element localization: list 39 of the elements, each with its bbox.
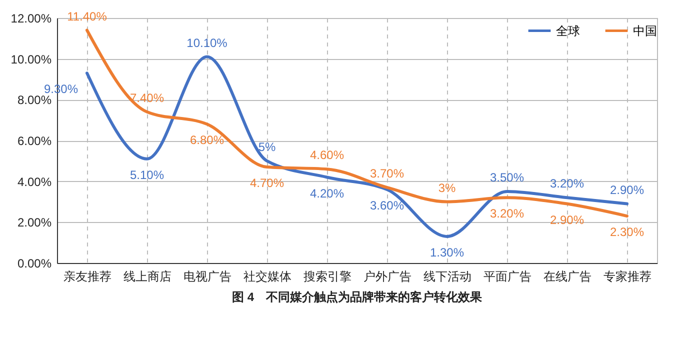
data-label: 2.30% [610, 225, 644, 240]
data-label: 10.10% [186, 36, 228, 50]
data-label: 3.20% [490, 206, 524, 221]
x-tick-label: 社交媒体 [244, 270, 292, 284]
data-label: 3.60% [370, 198, 404, 212]
data-label: 3.50% [490, 170, 524, 185]
x-tick-label: 在线广告 [544, 270, 592, 284]
x-tick-label: 电视广告 [184, 270, 232, 284]
data-label: 4.20% [310, 186, 344, 200]
y-tick-label: 4.00% [17, 174, 52, 189]
y-tick-label: 8.00% [17, 93, 52, 108]
data-label: 4.60% [310, 148, 344, 162]
x-tick-label: 搜索引擎 [304, 270, 352, 284]
data-label: 2.90% [610, 182, 644, 197]
data-label: 1.30% [430, 245, 464, 260]
data-label: 11.40% [67, 9, 108, 24]
data-label: 6.80% [190, 133, 224, 148]
data-label: 5.10% [130, 168, 164, 182]
y-tick-label: 10.00% [10, 52, 52, 66]
data-label: 2.90% [550, 212, 584, 227]
x-tick-label: 亲友推荐 [64, 270, 112, 284]
y-tick-label: 12.00% [10, 12, 52, 26]
x-tick-label: 户外广告 [364, 270, 412, 284]
data-label: 3% [438, 180, 456, 195]
data-label: 4.70% [250, 176, 284, 190]
legend-label: 全球 [556, 24, 580, 38]
legend-label: 中国 [633, 24, 657, 38]
text: 图 4 不同媒介触点为品牌带来的客户转化效果 [232, 290, 483, 304]
y-tick-label: 2.00% [17, 216, 52, 230]
y-tick-label: 0.00% [17, 256, 52, 270]
data-label: 3.70% [370, 166, 404, 180]
data-label: 7.40% [130, 90, 164, 105]
data-label: 3.20% [550, 176, 584, 191]
data-label: 5% [258, 140, 276, 154]
x-tick-label: 专家推荐 [604, 270, 652, 284]
x-tick-label: 线上商店 [124, 270, 172, 284]
y-tick-label: 6.00% [17, 134, 52, 148]
x-tick-label: 线下活动 [424, 270, 472, 284]
x-tick-label: 平面广告 [484, 270, 532, 284]
